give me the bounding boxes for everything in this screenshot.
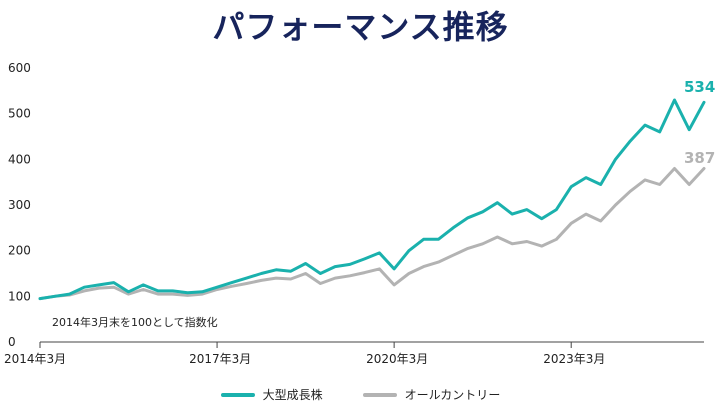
- x-tick-label: 2023年3月: [543, 352, 605, 366]
- legend-swatch-allcountry: [362, 392, 397, 397]
- end-label-allcountry: 387: [684, 149, 715, 167]
- y-tick-label: 300: [8, 198, 31, 212]
- end-label-growth: 534: [684, 78, 715, 96]
- page-title: パフォーマンス推移: [212, 8, 509, 46]
- x-tick-label: 2017年3月: [189, 352, 251, 366]
- x-axis: 2014年3月 2017年3月 2020年3月 2023年3月: [4, 341, 704, 366]
- y-tick-label: 0: [8, 335, 16, 349]
- y-axis: 0 100 200 300 400 500 600: [8, 61, 31, 349]
- series-line-allcountry: [38, 167, 706, 301]
- y-tick-label: 200: [8, 244, 31, 258]
- end-labels: 534 387: [684, 78, 715, 167]
- x-tick-label: 2020年3月: [366, 352, 428, 366]
- legend-label-growth: 大型成長株: [262, 388, 323, 402]
- y-tick-label: 500: [8, 107, 31, 121]
- legend-item-allcountry: オールカントリー: [362, 386, 501, 403]
- index-note: 2014年3月末を100として指数化: [52, 315, 218, 329]
- performance-line-chart: 0 100 200 300 400 500 600 2014年3月 2017年3月 2020年3…: [4, 61, 715, 366]
- legend-swatch-growth: [220, 392, 255, 397]
- y-tick-label: 600: [8, 61, 31, 75]
- legend-item-growth: 大型成長株: [220, 386, 323, 403]
- x-tick-label: 2014年3月: [4, 352, 66, 366]
- y-tick-label: 400: [8, 152, 31, 166]
- legend-label-allcountry: オールカントリー: [404, 388, 501, 402]
- series-line-growth: [38, 98, 706, 301]
- legend: 大型成長株 オールカントリー: [0, 386, 721, 403]
- y-tick-label: 100: [8, 289, 31, 303]
- series-lines: [38, 98, 706, 301]
